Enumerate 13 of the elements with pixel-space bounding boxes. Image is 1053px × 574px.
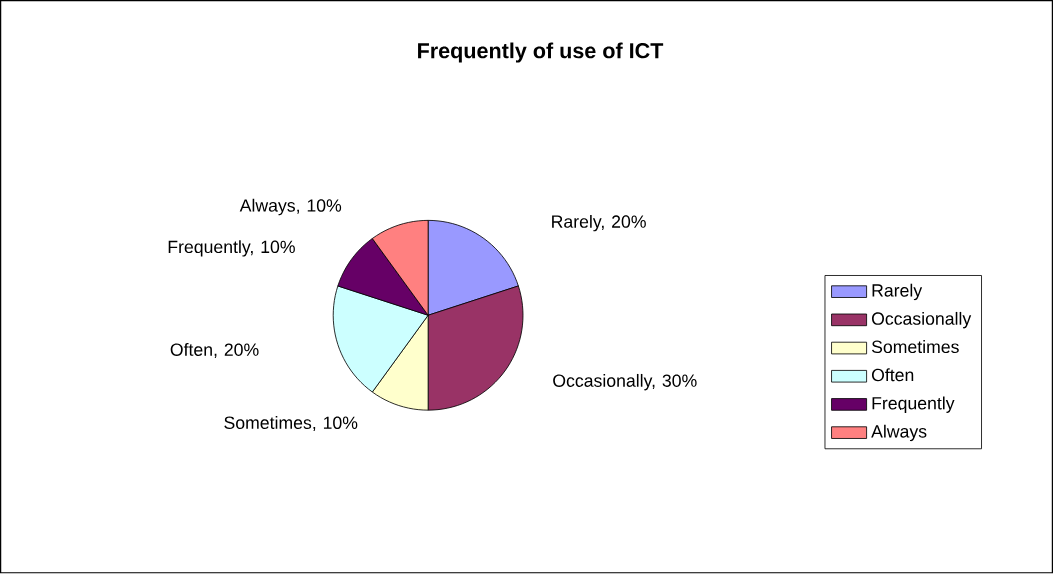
legend-label: Rarely [872, 283, 923, 301]
legend-label: Often [871, 368, 914, 382]
legend-label: Frequently [872, 396, 955, 414]
data-label: Sometimes, 10% [224, 416, 358, 432]
data-label: Occasionally, 30% [553, 374, 697, 391]
data-label: Rarely, 20% [552, 215, 646, 232]
data-label: Frequently, 10% [168, 240, 295, 257]
legend-label: Always [871, 424, 927, 442]
data-label: Often, 20% [170, 343, 259, 359]
chart-title: Frequently of use of ICT [418, 42, 664, 63]
data-label: Always, 10% [239, 198, 342, 216]
legend-label: Occasionally [871, 312, 972, 329]
legend-label: Sometimes [871, 340, 959, 354]
